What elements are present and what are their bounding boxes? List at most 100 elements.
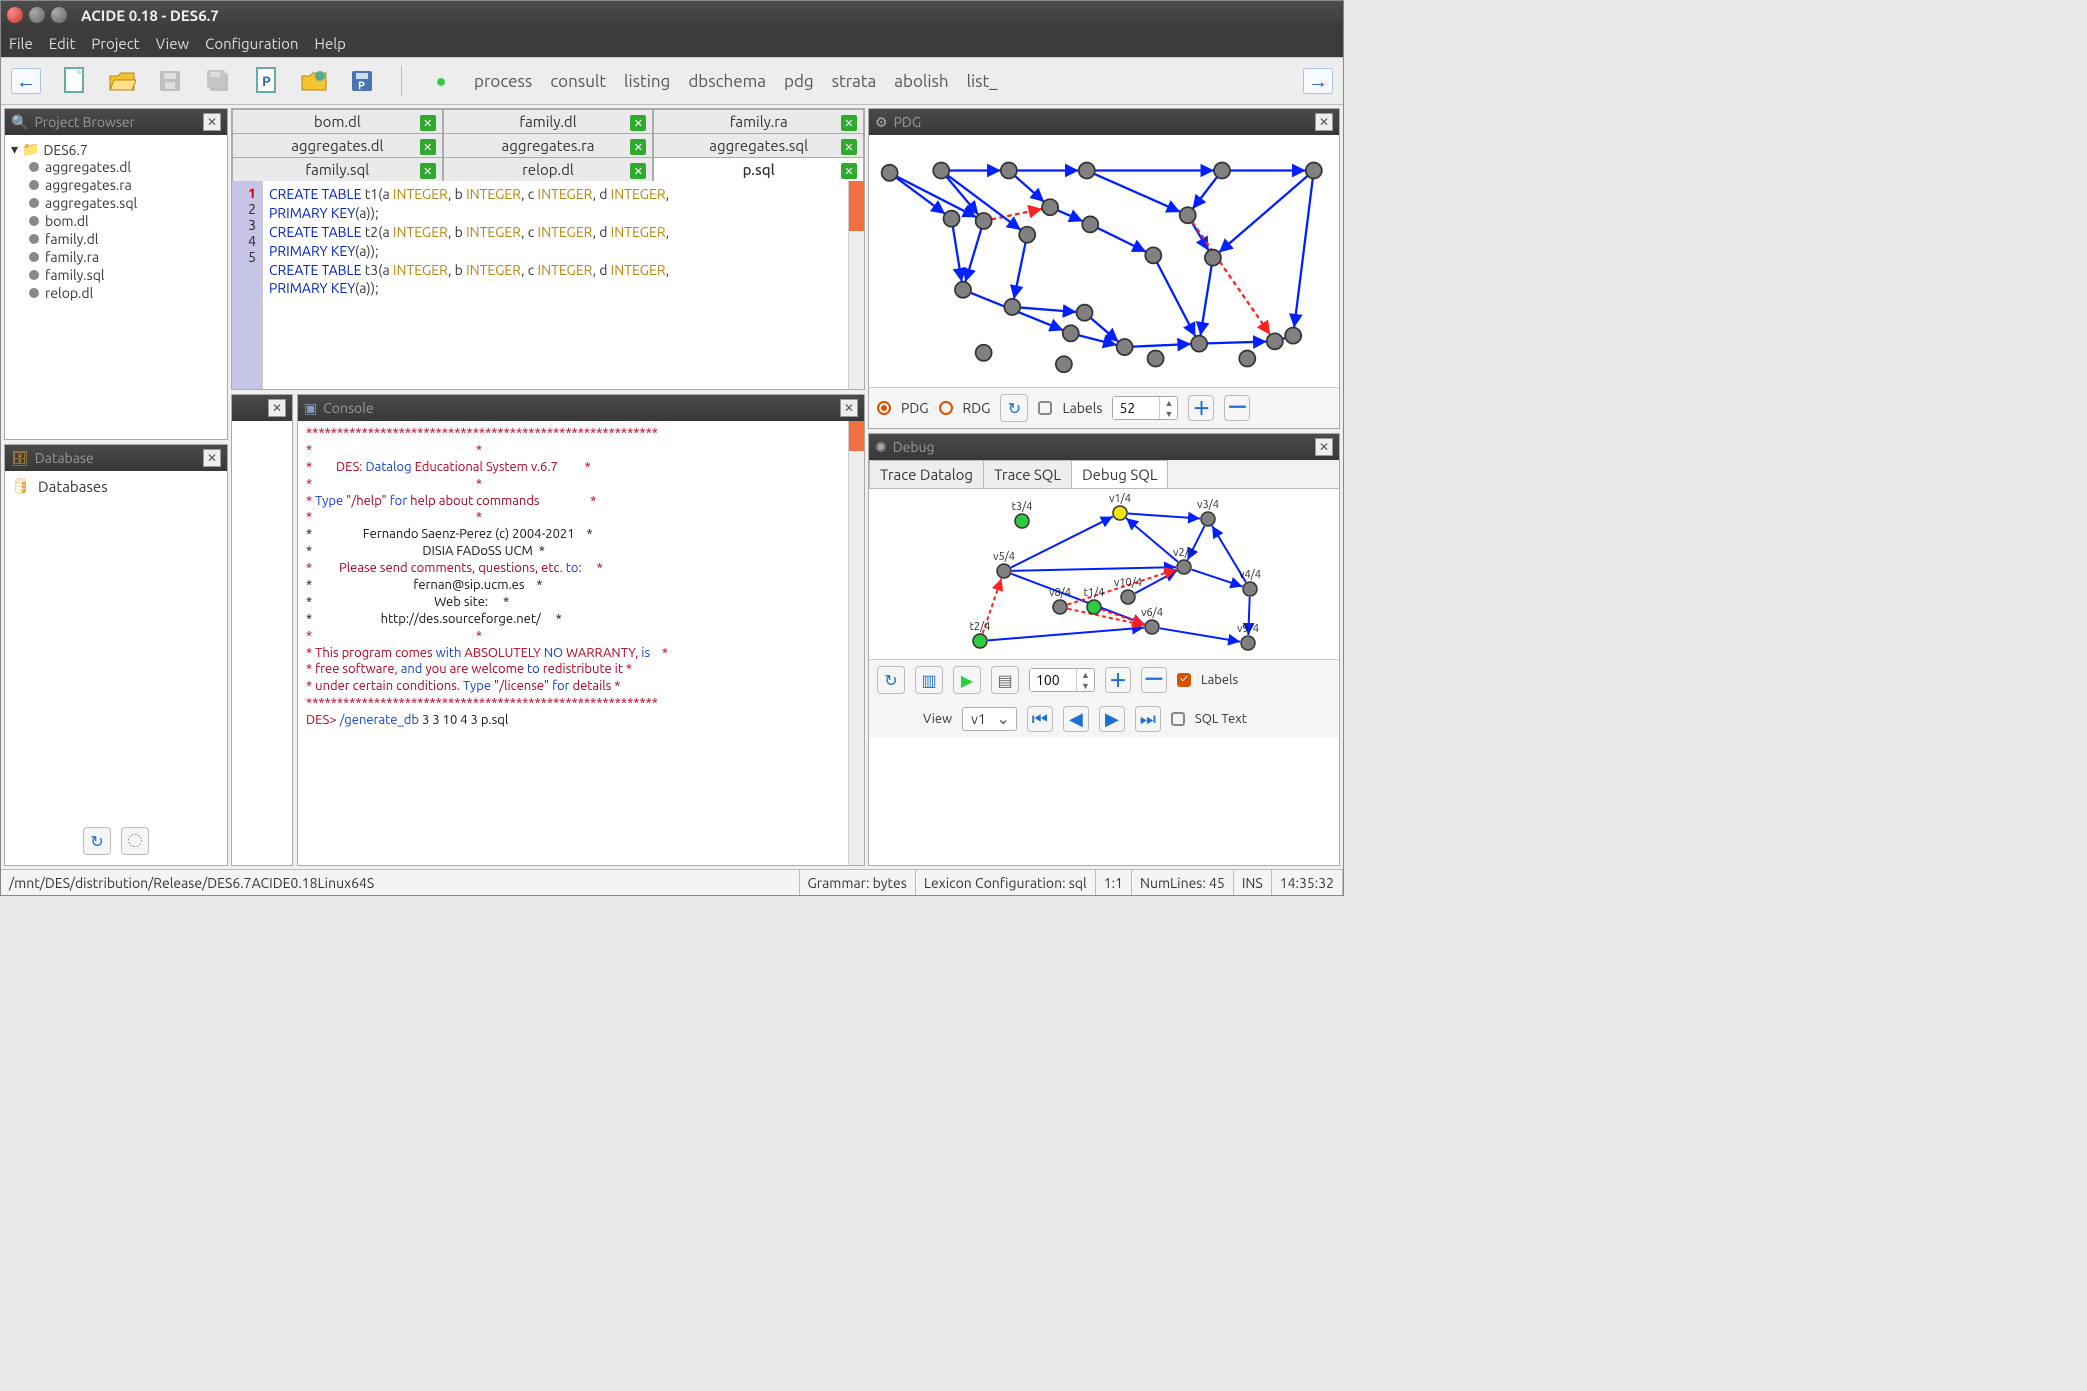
debug-layout-button[interactable]: ▥: [915, 666, 943, 694]
pdg-graph[interactable]: [869, 135, 1339, 387]
tab-close-icon[interactable]: ✕: [420, 163, 436, 179]
editor-tab[interactable]: family.sql✕: [232, 157, 443, 181]
tab-close-icon[interactable]: ✕: [630, 115, 646, 131]
db-wait-button[interactable]: ◌: [121, 827, 149, 855]
save-all-icon[interactable]: [203, 66, 233, 96]
cmd-listing[interactable]: listing: [624, 72, 670, 91]
console-panel-close[interactable]: ✕: [840, 399, 858, 417]
pdg-zoom-in-button[interactable]: ＋: [1188, 395, 1214, 421]
window-close-icon[interactable]: [7, 7, 23, 23]
editor-tab[interactable]: aggregates.sql✕: [653, 133, 864, 157]
new-project-icon[interactable]: P: [251, 66, 281, 96]
menu-view[interactable]: View: [156, 35, 190, 52]
debug-step-down[interactable]: ▼: [1077, 680, 1094, 691]
cmd-consult[interactable]: consult: [550, 72, 606, 91]
tab-close-icon[interactable]: ✕: [630, 163, 646, 179]
tab-close-icon[interactable]: ✕: [841, 163, 857, 179]
editor-tab[interactable]: aggregates.ra✕: [443, 133, 654, 157]
save-icon[interactable]: [155, 66, 185, 96]
debug-zoom-out-button[interactable]: －: [1141, 667, 1167, 693]
database-root[interactable]: 🛢Databases: [5, 471, 227, 501]
pdg-labels-checkbox[interactable]: [1038, 401, 1052, 415]
debug-panel-close[interactable]: ✕: [1315, 438, 1333, 456]
debug-step-up[interactable]: ▲: [1077, 669, 1094, 680]
debug-value-stepper[interactable]: ▲▼: [1029, 668, 1095, 692]
project-file[interactable]: family.sql: [29, 266, 221, 284]
cmd-list[interactable]: list_: [967, 72, 998, 91]
debug-labels-checkbox[interactable]: [1177, 673, 1191, 687]
svg-text:v1/4: v1/4: [1109, 493, 1131, 505]
window-minimize-icon[interactable]: [29, 7, 45, 23]
pdg-panel-close[interactable]: ✕: [1315, 113, 1333, 131]
pdg-refresh-button[interactable]: ↻: [1000, 394, 1028, 422]
debug-first-button[interactable]: ⏮: [1027, 706, 1053, 732]
database-panel-close[interactable]: ✕: [203, 449, 221, 467]
project-file[interactable]: relop.dl: [29, 284, 221, 302]
pdg-value-stepper[interactable]: ▲▼: [1112, 396, 1178, 420]
editor-tab[interactable]: relop.dl✕: [443, 157, 654, 181]
tab-close-icon[interactable]: ✕: [630, 139, 646, 155]
pdg-mode-pdg-radio[interactable]: [877, 401, 891, 415]
tab-close-icon[interactable]: ✕: [420, 139, 436, 155]
tab-trace-sql[interactable]: Trace SQL: [983, 460, 1072, 488]
project-file[interactable]: aggregates.ra: [29, 176, 221, 194]
pdg-value-input[interactable]: [1113, 397, 1159, 419]
project-file[interactable]: family.dl: [29, 230, 221, 248]
console-scrollbar[interactable]: [848, 421, 864, 865]
new-file-icon[interactable]: [59, 66, 89, 96]
cmd-dbschema[interactable]: dbschema: [688, 72, 766, 91]
menu-configuration[interactable]: Configuration: [205, 35, 298, 52]
debug-run-button[interactable]: ▶: [953, 666, 981, 694]
debug-graph[interactable]: t3/4v1/4v3/4v5/4v2/4v10/4v8/4t1/4v4/4v6/…: [869, 489, 1339, 659]
debug-sqltext-checkbox[interactable]: [1171, 712, 1185, 726]
debug-value-input[interactable]: [1030, 669, 1076, 691]
cmd-abolish[interactable]: abolish: [894, 72, 948, 91]
project-file[interactable]: aggregates.dl: [29, 158, 221, 176]
tab-debug-sql[interactable]: Debug SQL: [1071, 460, 1168, 488]
pdg-zoom-out-button[interactable]: －: [1224, 395, 1250, 421]
editor-scrollbar[interactable]: [848, 181, 864, 389]
save-project-icon[interactable]: P: [347, 66, 377, 96]
pdg-step-down[interactable]: ▼: [1160, 408, 1177, 419]
debug-view-select[interactable]: v1: [962, 707, 1017, 731]
debug-snapshot-button[interactable]: ▤: [991, 666, 1019, 694]
menu-file[interactable]: File: [9, 35, 33, 52]
pdg-step-up[interactable]: ▲: [1160, 397, 1177, 408]
menu-help[interactable]: Help: [315, 35, 346, 52]
nav-back-button[interactable]: ←: [11, 68, 41, 94]
editor-tab[interactable]: family.dl✕: [443, 109, 654, 133]
misc-panel-close[interactable]: ✕: [268, 399, 286, 417]
tab-close-icon[interactable]: ✕: [841, 115, 857, 131]
db-refresh-button[interactable]: ↻: [83, 827, 111, 855]
project-file[interactable]: bom.dl: [29, 212, 221, 230]
cmd-process[interactable]: process: [474, 72, 532, 91]
editor-tab[interactable]: p.sql✕: [653, 157, 864, 181]
menu-project[interactable]: Project: [91, 35, 139, 52]
editor-tab[interactable]: aggregates.dl✕: [232, 133, 443, 157]
menu-edit[interactable]: Edit: [49, 35, 76, 52]
tab-close-icon[interactable]: ✕: [841, 139, 857, 155]
project-file[interactable]: aggregates.sql: [29, 194, 221, 212]
editor-tab[interactable]: family.ra✕: [653, 109, 864, 133]
debug-refresh-button[interactable]: ↻: [877, 666, 905, 694]
debug-prev-button[interactable]: ◀: [1063, 706, 1089, 732]
editor-code[interactable]: CREATE TABLE t1(a INTEGER, b INTEGER, c …: [262, 181, 864, 389]
project-file[interactable]: family.ra: [29, 248, 221, 266]
cmd-pdg[interactable]: pdg: [784, 72, 814, 91]
pdg-mode-rdg-radio[interactable]: [939, 401, 953, 415]
tab-close-icon[interactable]: ✕: [420, 115, 436, 131]
console-output[interactable]: ****************************************…: [298, 421, 864, 865]
debug-last-button[interactable]: ⏭: [1135, 706, 1161, 732]
editor-tab[interactable]: bom.dl✕: [232, 109, 443, 133]
tab-trace-datalog[interactable]: Trace Datalog: [869, 460, 984, 488]
debug-zoom-in-button[interactable]: ＋: [1105, 667, 1131, 693]
debug-next-button[interactable]: ▶: [1099, 706, 1125, 732]
cmd-strata[interactable]: strata: [832, 72, 877, 91]
window-maximize-icon[interactable]: [51, 7, 67, 23]
open-project-icon[interactable]: [299, 66, 329, 96]
open-file-icon[interactable]: [107, 66, 137, 96]
nav-forward-button[interactable]: →: [1303, 68, 1333, 94]
project-root[interactable]: ▾ 📁 DES6.7: [11, 141, 221, 158]
play-icon[interactable]: ●: [426, 66, 456, 96]
project-panel-close[interactable]: ✕: [203, 113, 221, 131]
